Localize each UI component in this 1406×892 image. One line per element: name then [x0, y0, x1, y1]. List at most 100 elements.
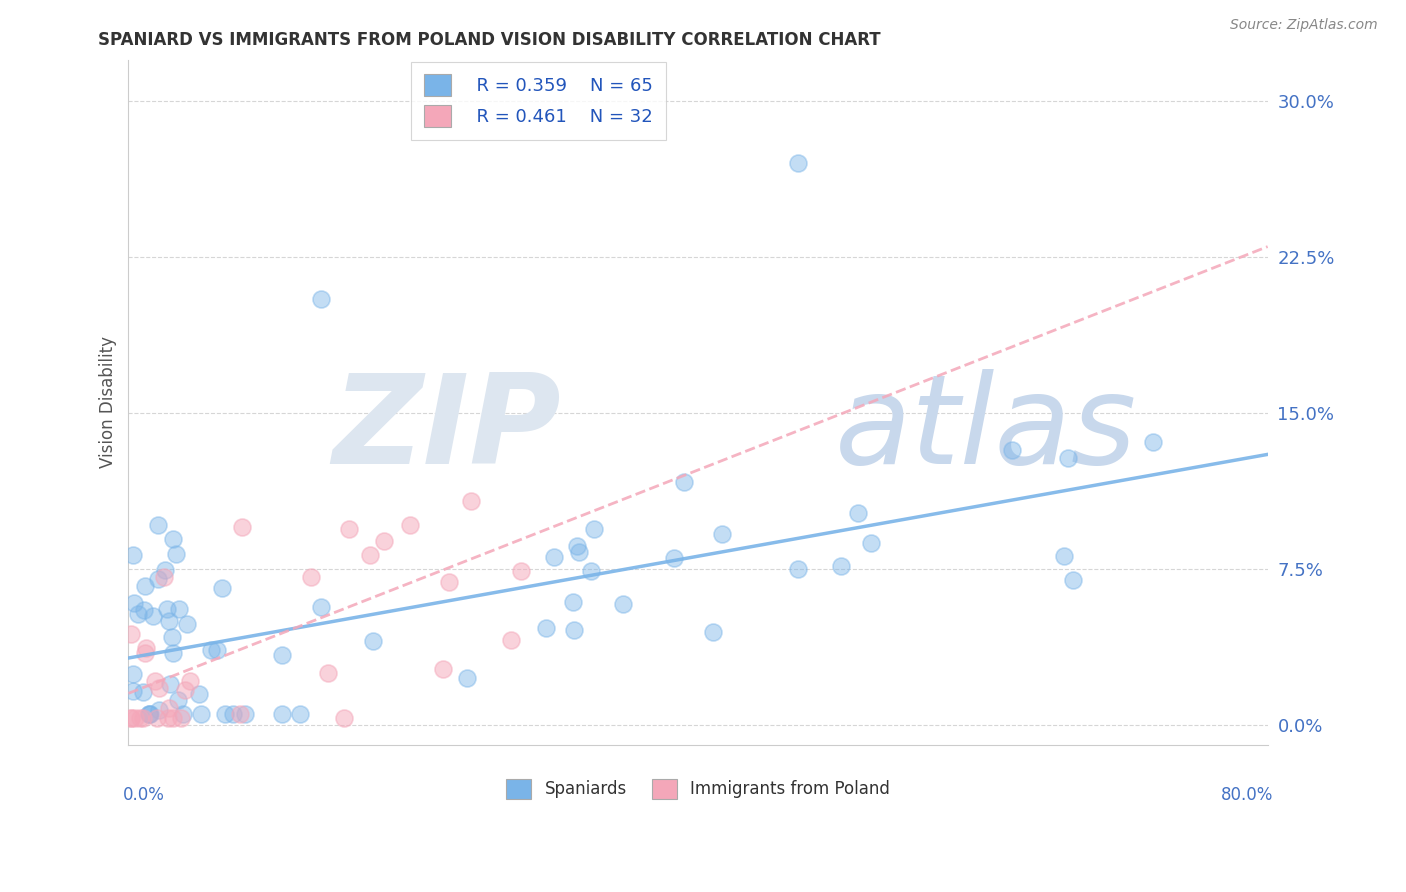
Point [143, 674, 166, 689]
Point [120, 711, 142, 725]
Point [339, 523, 361, 537]
Point [148, 681, 170, 696]
Point [169, 601, 191, 615]
Point [129, 711, 152, 725]
Point [160, 630, 183, 644]
Point [332, 711, 354, 725]
Point [231, 520, 253, 534]
Point [562, 595, 585, 609]
Text: 0.0%: 0.0% [122, 787, 165, 805]
Point [132, 711, 155, 725]
Point [214, 707, 236, 722]
Point [271, 648, 294, 663]
Point [567, 539, 589, 553]
Point [200, 643, 222, 657]
Point [148, 572, 170, 586]
Point [159, 677, 181, 691]
Point [146, 518, 169, 533]
Point [148, 703, 170, 717]
Point [399, 518, 422, 533]
Point [162, 711, 184, 725]
Point [170, 711, 193, 725]
Point [138, 707, 160, 722]
Point [1142, 435, 1164, 450]
Point [786, 562, 808, 576]
Point [155, 563, 177, 577]
Point [830, 558, 852, 573]
Point [153, 570, 176, 584]
Point [309, 599, 332, 614]
Text: SPANIARD VS IMMIGRANTS FROM POLAND VISION DISABILITY CORRELATION CHART: SPANIARD VS IMMIGRANTS FROM POLAND VISIO… [98, 31, 882, 49]
Point [179, 674, 201, 689]
Point [157, 701, 180, 715]
Point [190, 707, 212, 722]
Point [188, 688, 211, 702]
Point [207, 643, 229, 657]
Point [612, 597, 634, 611]
Point [122, 597, 145, 611]
Point [499, 633, 522, 648]
Point [122, 667, 145, 681]
Point [157, 711, 180, 725]
Point [568, 545, 591, 559]
Point [229, 707, 252, 722]
Point [134, 579, 156, 593]
Point [711, 526, 734, 541]
Point [176, 617, 198, 632]
Point [211, 582, 233, 596]
Point [124, 711, 146, 725]
Text: Source: ZipAtlas.com: Source: ZipAtlas.com [1230, 18, 1378, 32]
Point [859, 536, 882, 550]
Point [157, 614, 180, 628]
Point [460, 494, 482, 508]
Point [120, 711, 142, 725]
Point [299, 570, 322, 584]
Point [172, 707, 194, 722]
Point [233, 707, 256, 722]
Point [121, 684, 143, 698]
Point [1057, 451, 1080, 466]
Y-axis label: Vision Disability: Vision Disability [100, 336, 117, 468]
Point [271, 707, 294, 722]
Point [165, 547, 187, 561]
Point [120, 627, 142, 641]
Point [134, 646, 156, 660]
Text: ZIP: ZIP [333, 369, 561, 491]
Point [138, 707, 160, 722]
Point [135, 640, 157, 655]
Text: atlas: atlas [835, 369, 1137, 491]
Point [132, 603, 155, 617]
Point [1001, 442, 1024, 457]
Point [846, 506, 869, 520]
Point [359, 548, 381, 562]
Point [562, 623, 585, 637]
Point [121, 549, 143, 563]
Point [146, 711, 169, 725]
Point [432, 662, 454, 676]
Point [316, 666, 339, 681]
Point [456, 672, 478, 686]
Point [167, 693, 190, 707]
Point [173, 682, 195, 697]
Point [534, 621, 557, 635]
Point [156, 602, 179, 616]
Point [1062, 573, 1084, 587]
Legend: Spaniards, Immigrants from Poland: Spaniards, Immigrants from Poland [499, 772, 897, 805]
Point [702, 624, 724, 639]
Point [582, 522, 605, 536]
Point [662, 551, 685, 566]
Point [786, 156, 808, 170]
Point [132, 685, 155, 699]
Text: 80.0%: 80.0% [1220, 787, 1274, 805]
Point [673, 475, 696, 489]
Point [373, 533, 395, 548]
Point [309, 292, 332, 306]
Point [437, 574, 460, 589]
Point [162, 646, 184, 660]
Point [222, 707, 245, 722]
Point [142, 609, 165, 624]
Point [162, 532, 184, 546]
Point [543, 549, 565, 564]
Point [288, 707, 311, 722]
Point [139, 707, 162, 722]
